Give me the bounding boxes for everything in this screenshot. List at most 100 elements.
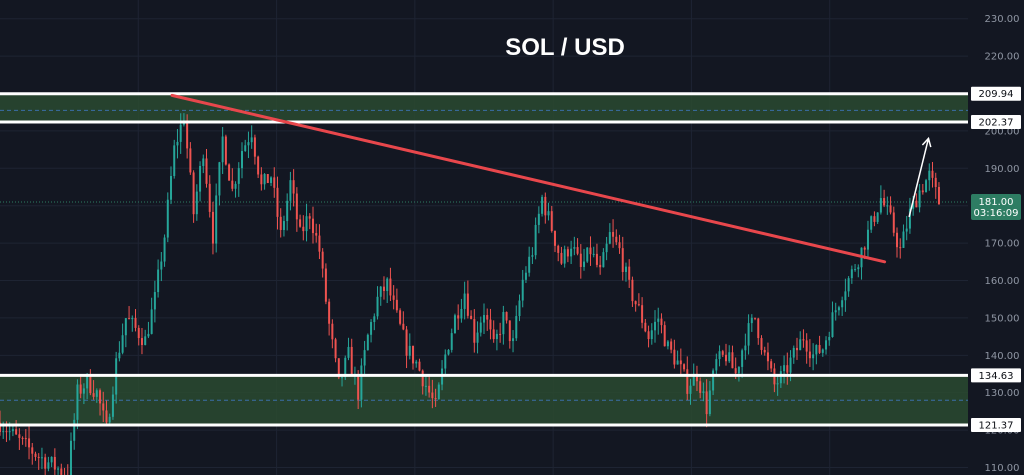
candle-body: [892, 212, 895, 233]
candle-body: [50, 456, 53, 463]
candle-body: [931, 170, 934, 178]
candle-body: [40, 457, 43, 459]
candle-body: [179, 124, 182, 142]
candle-body: [292, 180, 295, 194]
candle-body: [450, 333, 453, 350]
candle-body: [199, 165, 202, 192]
candle-body: [483, 315, 485, 323]
candle-body: [673, 349, 676, 365]
candle-body: [883, 198, 886, 206]
level-tag: [971, 368, 1021, 383]
candle-body: [621, 248, 624, 272]
candle-body: [808, 351, 811, 359]
candle-body: [686, 369, 689, 394]
candle-body: [505, 312, 508, 321]
candle-body: [5, 431, 8, 433]
candle-body: [476, 332, 479, 343]
candle-body: [873, 216, 876, 222]
candle-body: [237, 168, 240, 184]
candle-body: [589, 247, 592, 255]
candle-body: [528, 256, 531, 273]
candle-body: [896, 232, 899, 248]
candle-body: [79, 384, 82, 394]
candle-body: [418, 361, 421, 371]
candle-body: [228, 164, 231, 181]
candle-body: [205, 158, 208, 184]
candle-body: [47, 462, 50, 469]
candle-body: [28, 438, 31, 448]
candle-body: [466, 293, 469, 316]
candle-body: [654, 321, 657, 331]
candle-body: [8, 431, 11, 433]
candle-body: [550, 211, 553, 232]
candle-body: [770, 361, 773, 369]
candle-body: [170, 176, 173, 200]
candle-body: [624, 266, 627, 272]
candle-body: [595, 253, 598, 265]
current-price-label: 181.00: [979, 197, 1014, 208]
candle-body: [728, 352, 731, 362]
candle-body: [341, 377, 344, 379]
candle-body: [631, 279, 634, 302]
y-tick-label: 200.00: [985, 126, 1020, 137]
candle-body: [144, 336, 147, 345]
candle-body: [608, 232, 611, 244]
candle-body: [86, 374, 89, 389]
candle-body: [176, 141, 179, 146]
candle-body: [563, 249, 566, 264]
candle-body: [318, 235, 321, 252]
candle-body: [215, 195, 218, 244]
candle-body: [879, 198, 882, 213]
candle-body: [241, 151, 243, 169]
candle-body: [195, 191, 198, 215]
candle-body: [347, 346, 350, 358]
candle-body: [886, 205, 889, 207]
candle-body: [750, 317, 753, 324]
candle-body: [131, 317, 134, 320]
candle-body: [937, 186, 940, 205]
candle-body: [105, 410, 108, 423]
candle-body: [828, 337, 831, 341]
candle-body: [399, 310, 402, 324]
candle-body: [850, 269, 853, 279]
candle-body: [266, 174, 269, 183]
candle-body: [21, 437, 24, 439]
candle-body: [99, 390, 102, 404]
candle-body: [424, 385, 427, 387]
candle-body: [157, 269, 160, 293]
candle-body: [60, 468, 63, 475]
candle-body: [779, 371, 782, 384]
candle-body: [134, 317, 137, 328]
candle-body: [837, 307, 840, 311]
candle-body: [402, 323, 405, 330]
candle-body: [279, 216, 282, 231]
candle-body: [524, 272, 527, 280]
candle-body: [295, 193, 298, 220]
candle-body: [211, 211, 214, 244]
candle-body: [557, 245, 560, 253]
candle-body: [189, 148, 192, 173]
candle-body: [82, 388, 85, 394]
candle-body: [870, 216, 873, 230]
candle-body: [776, 383, 779, 385]
candle-body: [692, 373, 695, 386]
candle-body: [499, 333, 502, 335]
candle-body: [366, 334, 369, 351]
candle-body: [766, 352, 769, 362]
candle-body: [641, 305, 644, 323]
y-tick-label: 230.00: [985, 14, 1020, 25]
level-tag-label: 202.37: [979, 118, 1014, 129]
candle-body: [137, 327, 140, 339]
candle-body: [428, 385, 431, 393]
candle-body: [53, 456, 56, 470]
candle-body: [844, 291, 847, 301]
candle-body: [479, 322, 482, 333]
candle-body: [244, 145, 247, 152]
current-price-tag: [971, 193, 1021, 220]
candle-body: [502, 312, 505, 335]
candle-body: [650, 330, 653, 340]
candle-body: [147, 333, 150, 337]
candle-body: [437, 384, 440, 400]
candle-body: [160, 261, 163, 270]
candle-body: [512, 338, 515, 342]
